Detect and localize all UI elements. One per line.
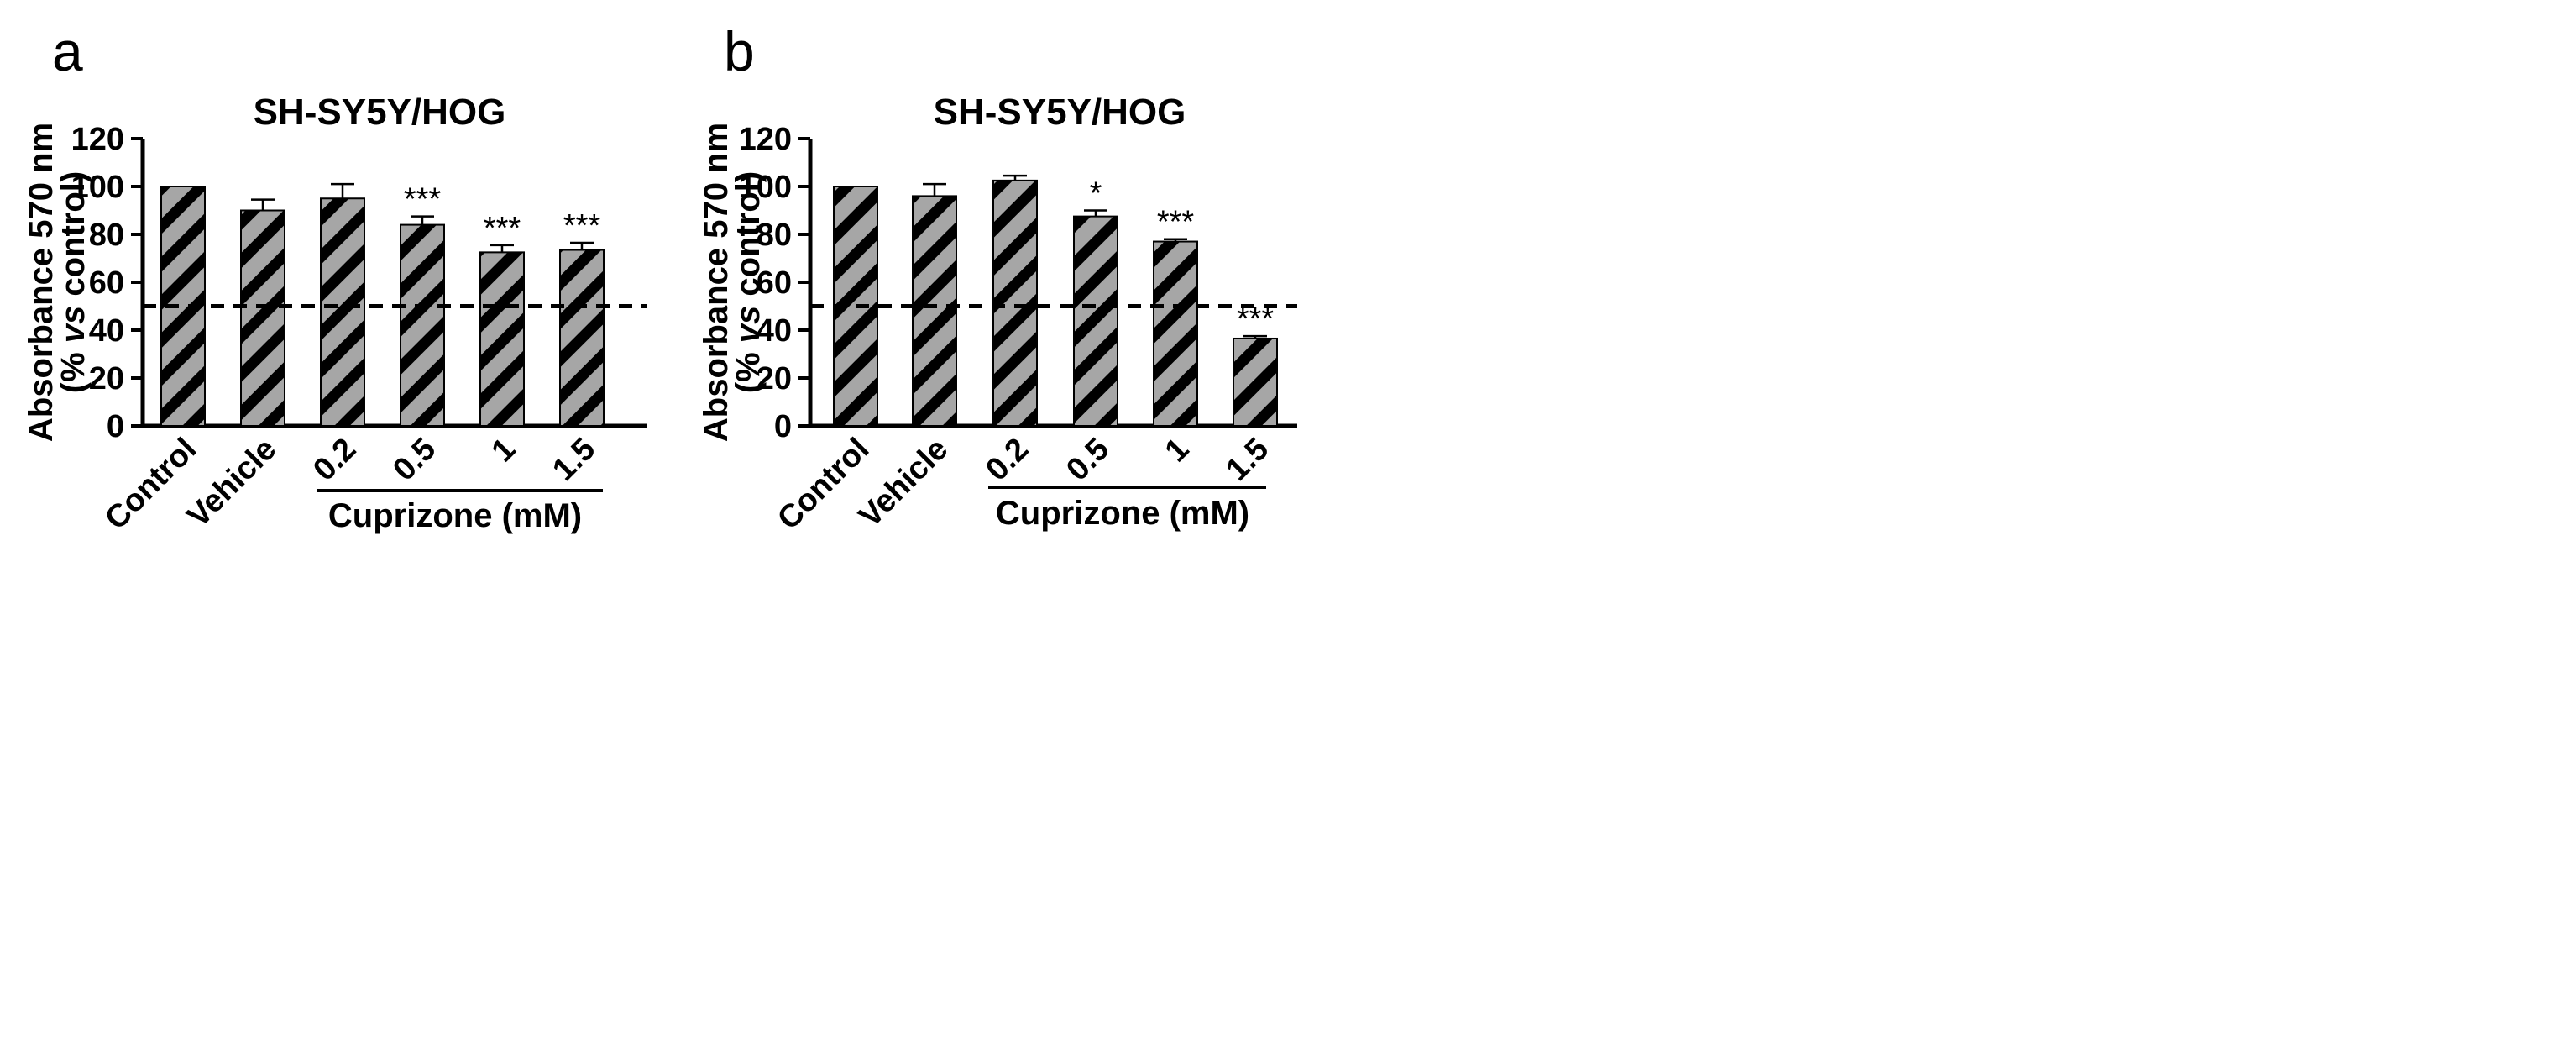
significance-marker: * <box>1090 176 1102 212</box>
group-label: Cuprizone (mM) <box>328 497 582 534</box>
y-axis-label-unit: (% vs control) <box>55 171 92 393</box>
x-category-label: Vehicle <box>181 432 283 534</box>
bar-1-5 <box>559 249 605 427</box>
x-category-label: 0.5 <box>386 432 442 488</box>
y-axis-label-unit-suffix: control) <box>730 171 767 306</box>
chart-panel-b: b SH-SY5Y/HOG Absorbance 570 nm(% vs contr… <box>698 20 1297 537</box>
significance-marker: *** <box>1157 205 1195 240</box>
y-tick-label: 80 <box>89 218 124 253</box>
significance-marker: *** <box>563 208 601 244</box>
y-tick-label: 40 <box>89 313 124 349</box>
panel-letter: a <box>52 20 83 82</box>
significance-marker: *** <box>484 211 521 246</box>
x-category-label: Control <box>771 432 876 537</box>
y-axis-label-unit-italic: vs <box>55 306 92 344</box>
y-axis-label-unit-prefix: (% <box>55 343 92 393</box>
bar-1-5 <box>1233 337 1278 428</box>
bar-0-2 <box>320 197 365 427</box>
y-tick-label: 40 <box>757 313 792 349</box>
y-tick-label: 60 <box>757 265 792 301</box>
group-label: Cuprizone (mM) <box>996 495 1249 532</box>
y-tick-label: 20 <box>89 361 124 396</box>
panel-letter: b <box>724 20 755 82</box>
x-category-label: Vehicle <box>852 432 955 534</box>
x-category-label: 1.5 <box>1219 432 1275 488</box>
x-category-label: Control <box>98 432 203 537</box>
significance-marker: *** <box>404 182 442 218</box>
y-tick-label: 0 <box>774 409 792 444</box>
y-tick-label: 120 <box>71 122 124 157</box>
bar-1 <box>1153 240 1198 427</box>
bar-0-5 <box>1073 215 1118 427</box>
y-tick-label: 20 <box>757 361 792 396</box>
chart-title: SH-SY5Y/HOG <box>254 92 506 133</box>
chart-panel-a: a SH-SY5Y/HOG Absorbance 570 nm(% vs contr… <box>23 20 647 537</box>
chart-title: SH-SY5Y/HOG <box>934 92 1186 133</box>
y-tick-label: 0 <box>107 409 124 444</box>
x-category-label: 0.5 <box>1060 432 1116 488</box>
x-category-label: 0.2 <box>306 432 363 488</box>
y-axis-label-unit-italic: vs <box>730 306 767 344</box>
x-category-label: 1.5 <box>546 432 602 488</box>
y-tick-label: 100 <box>739 170 792 205</box>
y-axis-label: Absorbance 570 nm <box>698 123 735 442</box>
y-tick-label: 120 <box>739 122 792 157</box>
bar-vehicle <box>240 209 285 427</box>
bar-0-5 <box>400 223 445 427</box>
y-axis-label-unit-prefix: (% <box>730 343 767 393</box>
x-category-label: 1 <box>1159 432 1196 470</box>
bar-1 <box>479 251 525 427</box>
x-category-label: 0.2 <box>979 432 1035 488</box>
y-tick-label: 60 <box>89 265 124 301</box>
y-tick-label: 100 <box>71 170 124 205</box>
y-axis-label-unit-suffix: control) <box>55 171 92 306</box>
bar-vehicle <box>912 195 957 427</box>
y-axis-label-unit: (% vs control) <box>730 171 767 393</box>
bar-0-2 <box>992 179 1038 427</box>
y-axis-label: Absorbance 570 nm <box>23 123 60 442</box>
x-category-label: 1 <box>485 432 523 470</box>
y-tick-label: 80 <box>757 218 792 253</box>
